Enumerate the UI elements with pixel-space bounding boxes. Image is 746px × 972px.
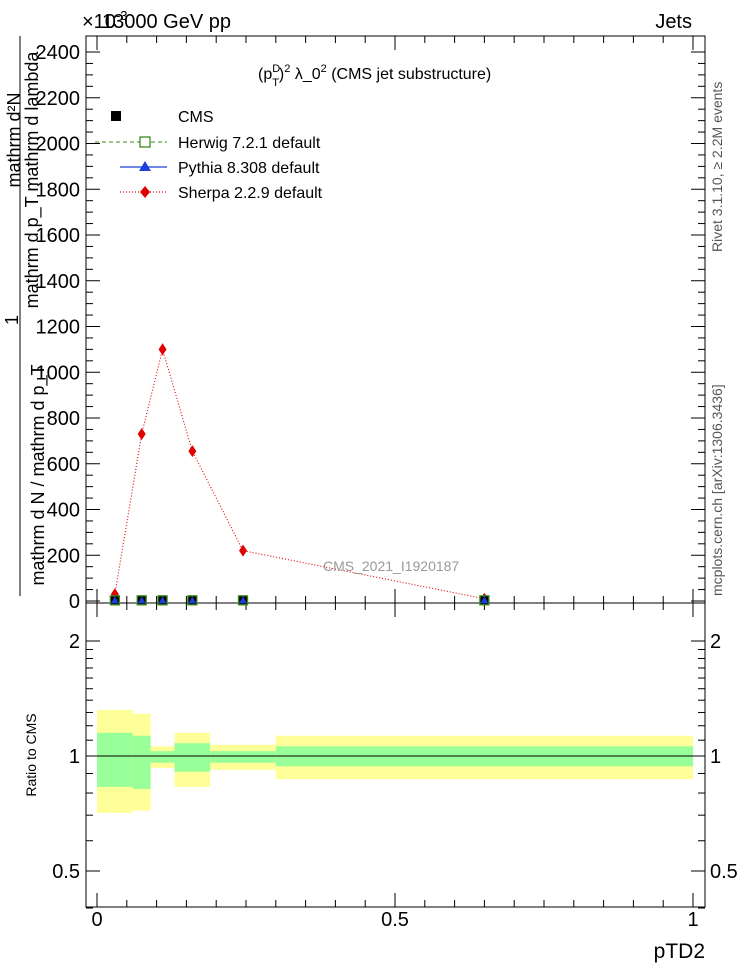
point-herwig-0 <box>109 595 121 606</box>
y-label-denominator: mathrm d p_T mathrm d lambda <box>22 51 43 309</box>
point-pythia-1 <box>137 596 146 604</box>
ratio-band-inner-0 <box>97 732 133 787</box>
x-tick-labels: 0 0.5 1 <box>91 909 698 931</box>
legend-label-pythia: Pythia 8.308 default <box>178 160 320 177</box>
axis-ticks <box>86 36 705 909</box>
legend-label-sherpa: Sherpa 2.2.9 default <box>178 185 323 202</box>
y-tick-label-8: 1600 <box>36 225 81 247</box>
y-tick-label-4: 800 <box>47 408 80 430</box>
y-tick-label-6: 1200 <box>36 317 81 339</box>
legend-marker-pythia <box>139 161 151 171</box>
point-pythia-2 <box>158 596 167 604</box>
y-tick-label-1: 200 <box>47 545 80 567</box>
y-label-prefactor: 1 <box>2 315 22 325</box>
ratio-y-axis-label: Ratio to CMS <box>23 713 39 796</box>
y-tick-label-10: 2000 <box>36 134 81 156</box>
header-right: Jets <box>655 11 692 33</box>
legend-marker-cms <box>111 111 121 121</box>
legend: CMS Herwig 7.2.1 default Pythia 8.308 de… <box>95 109 323 202</box>
x-tick-label-1: 0.5 <box>381 909 409 931</box>
y-tick-labels: 0 200 400 600 800 1000 1200 1400 1600 18… <box>36 42 81 613</box>
ratio-tick-label-2: 2 <box>69 631 80 653</box>
y-label-normalization: mathrm d N / mathrm d p_T <box>28 364 49 585</box>
y-tick-label-9: 1800 <box>36 179 81 201</box>
legend-marker-herwig <box>139 136 151 148</box>
y-tick-label-12: 2400 <box>36 42 81 64</box>
point-sherpa-4 <box>239 544 248 557</box>
ratio-y-tick-labels: 0.5 1 2 0.5 1 2 <box>52 631 738 883</box>
ratio-tick-label-0: 0.5 <box>52 861 80 883</box>
ratio-band-inner-4 <box>210 751 276 763</box>
y-tick-label-5: 1000 <box>36 362 81 384</box>
ratio-band-inner-2 <box>150 751 175 763</box>
exponent-label: ×10-3 <box>82 8 128 33</box>
ratio-tick-label-1: 1 <box>69 746 80 768</box>
ratio-tick-label-right-1: 1 <box>710 746 721 768</box>
legend-item-herwig: Herwig 7.2.1 default <box>95 135 321 152</box>
data-series <box>109 343 490 606</box>
y-tick-label-2: 400 <box>47 500 80 522</box>
point-pythia-3 <box>188 596 197 604</box>
x-axis-label: pTD2 <box>654 940 705 963</box>
point-pythia-5 <box>480 596 489 604</box>
ratio-tick-label-right-0: 0.5 <box>710 861 738 883</box>
analysis-watermark: CMS_2021_I1920187 <box>323 558 459 574</box>
ratio-band-inner-3 <box>174 743 211 772</box>
ratio-tick-label-right-2: 2 <box>710 631 721 653</box>
point-herwig-3 <box>187 595 198 606</box>
legend-marker-sherpa <box>140 186 150 198</box>
y-tick-label-3: 600 <box>47 454 80 476</box>
y-label-numerator: mathrm d²N <box>4 92 24 187</box>
y-axis-label: 1 mathrm d²N mathrm d p_T mathrm d lambd… <box>2 36 49 596</box>
plot-title: (pD T)2 λ_02 (CMS jet substructure) <box>258 63 491 89</box>
point-herwig-1 <box>136 595 147 606</box>
ratio-band-inner-1 <box>132 735 151 789</box>
point-herwig-2 <box>157 595 168 606</box>
x-tick-label-2: 1 <box>687 909 698 931</box>
point-herwig-5 <box>479 595 490 606</box>
point-pythia-4 <box>239 596 248 604</box>
legend-label-cms: CMS <box>178 109 214 126</box>
rivet-label: Rivet 3.1.10, ≥ 2.2M events <box>709 82 725 252</box>
legend-item-sherpa: Sherpa 2.2.9 default <box>120 185 323 202</box>
ratio-bands <box>97 709 693 813</box>
y-tick-label-0: 0 <box>69 591 80 613</box>
point-pythia-0 <box>110 596 119 604</box>
point-herwig-4 <box>237 595 249 606</box>
point-sherpa-2 <box>158 343 167 356</box>
x-tick-label-0: 0 <box>91 909 102 931</box>
point-sherpa-3 <box>188 445 197 458</box>
y-tick-label-11: 2200 <box>36 88 81 110</box>
header-left: 13000 GeV pp <box>102 11 231 33</box>
legend-item-cms: CMS <box>111 109 214 126</box>
point-sherpa-1 <box>137 428 146 441</box>
legend-item-pythia: Pythia 8.308 default <box>120 160 320 177</box>
y-tick-label-7: 1400 <box>36 271 81 293</box>
legend-label-herwig: Herwig 7.2.1 default <box>178 135 321 152</box>
series-line-sherpa <box>114 347 485 600</box>
mcplots-label: mcplots.cern.ch [arXiv:1306.3436] <box>709 384 725 596</box>
